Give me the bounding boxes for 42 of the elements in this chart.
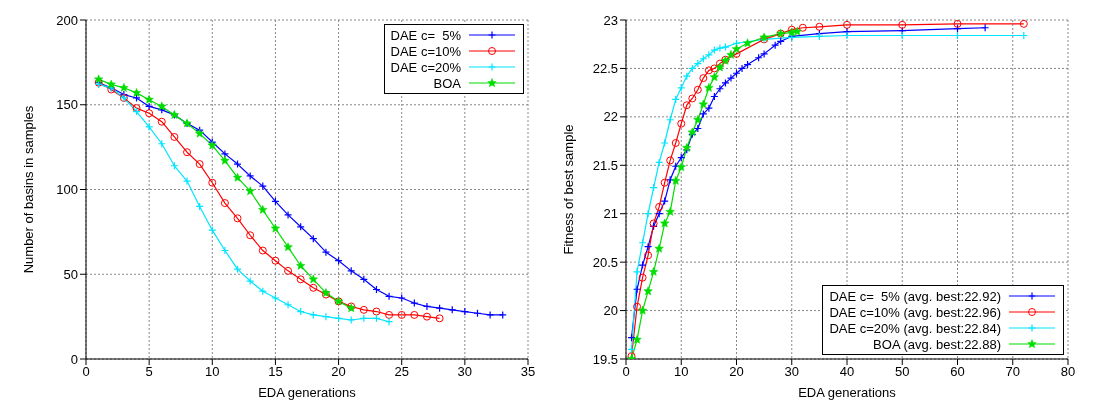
legend-label: BOA (avg. best:22.88) [873, 336, 1001, 352]
legend-label: DAE c=20% (avg. best:22.84) [829, 320, 1001, 336]
x-tick-label: 5 [145, 364, 153, 380]
legend-label: DAE c= 5% (avg. best:22.92) [829, 288, 1001, 304]
legend-label: DAE c= 5% [390, 27, 461, 43]
legend-label: DAE c=20% [390, 59, 461, 75]
x-tick-label: 60 [950, 364, 965, 380]
x-tick-label: 35 [520, 364, 536, 380]
y-tick-label: 22 [603, 109, 618, 125]
y-axis-title: Number of basins in samples [20, 105, 36, 274]
y-tick-label: 150 [56, 97, 78, 113]
y-tick-label: 21.5 [592, 157, 618, 173]
legend-label: BOA [433, 75, 461, 91]
y-tick-label: 23 [603, 12, 618, 28]
x-tick-label: 70 [1005, 364, 1020, 380]
legend-label: DAE c=10% (avg. best:22.96) [829, 304, 1001, 320]
x-tick-label: 15 [268, 364, 283, 380]
x-tick-label: 20 [331, 364, 346, 380]
y-tick-label: 100 [56, 182, 78, 198]
x-tick-label: 30 [784, 364, 799, 380]
x-tick-label: 40 [839, 364, 855, 380]
x-tick-label: 0 [622, 364, 630, 380]
x-tick-label: 50 [895, 364, 910, 380]
y-axis-title: Fitness of best sample [560, 124, 576, 255]
x-tick-label: 20 [729, 364, 744, 380]
legend-label: DAE c=10% [390, 43, 461, 59]
x-axis-title: EDA generations [798, 385, 897, 400]
x-tick-label: 80 [1060, 364, 1076, 380]
y-tick-label: 20.5 [592, 254, 618, 270]
y-tick-label: 22.5 [592, 61, 618, 77]
x-tick-label: 30 [457, 364, 473, 380]
y-tick-label: 50 [63, 266, 78, 282]
y-tick-label: 19.5 [592, 351, 618, 367]
y-tick-label: 200 [56, 12, 78, 28]
x-axis-title: EDA generations [258, 385, 357, 400]
x-tick-label: 10 [674, 364, 689, 380]
y-tick-label: 20 [603, 303, 618, 319]
x-tick-label: 25 [394, 364, 409, 380]
x-tick-label: 0 [82, 364, 90, 380]
y-tick-label: 21 [603, 206, 618, 222]
x-tick-label: 10 [205, 364, 220, 380]
y-tick-label: 0 [70, 351, 78, 367]
